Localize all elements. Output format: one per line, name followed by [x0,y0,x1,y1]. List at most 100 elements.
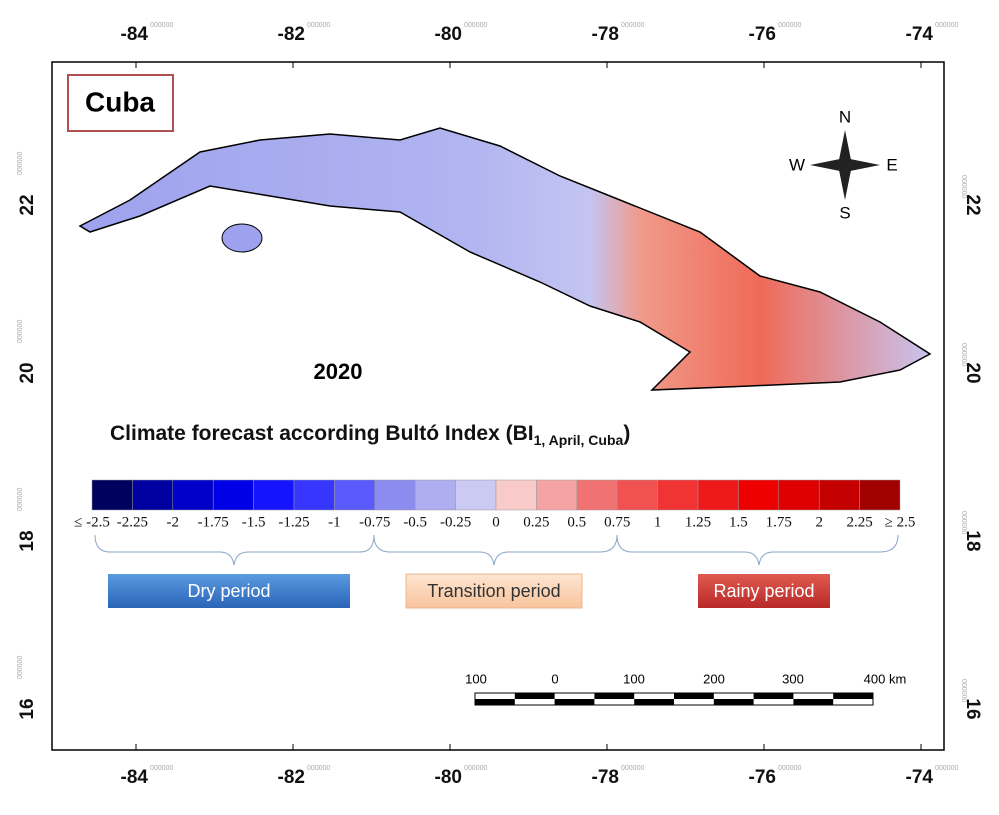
longitude-label: -80 [435,24,462,45]
colorbar-label: -0.75 [359,514,390,530]
latitude-suffix: 000000 [960,679,967,702]
latitude-suffix: 000000 [960,511,967,534]
latitude-suffix: 000000 [17,656,24,679]
colorbar-swatch [253,479,295,511]
caption-main: Climate forecast according Bultó Index (… [110,422,534,445]
colorbar-swatch [495,479,537,511]
colorbar-label: 1 [654,514,662,530]
compass-e: E [886,155,897,174]
colorbar-swatch [91,479,133,511]
latitude-suffix: 000000 [17,152,24,175]
latitude-suffix: 000000 [960,175,967,198]
scale-segment [713,699,754,705]
latitude-suffix: 000000 [17,488,24,511]
compass: N S E W [789,107,898,222]
scale-label: 200 [703,671,725,686]
latitude-label: 20 [17,362,38,383]
transition-box [405,573,583,609]
colorbar-swatch [374,479,416,511]
latitude-label: 18 [17,530,38,551]
latitude-label: 16 [962,698,983,719]
colorbar-label: 1.5 [729,514,748,530]
latitude-label: 18 [962,530,983,551]
longitude-label: -82 [278,767,305,788]
colorbar-label: 2 [815,514,823,530]
colorbar-swatch [738,479,780,511]
colorbar-swatch [212,479,254,511]
colorbar-label: ≥ 2.5 [885,514,916,530]
longitude-suffix: 000000 [621,765,644,772]
colorbar-label: 0 [492,514,500,530]
caption-sub: 1, April, Cuba [534,432,624,448]
longitude-label: -82 [278,24,305,45]
isla-de-la-juventud [221,223,263,253]
map-title: Cuba [85,86,155,117]
longitude-suffix: 000000 [464,765,487,772]
colorbar-swatch [657,479,699,511]
longitude-label: -74 [906,24,934,45]
rainy-box [698,574,830,608]
compass-w: W [789,155,805,174]
colorbar-swatch [616,479,658,511]
colorbar-label: 0.75 [604,514,630,530]
colorbar-swatch [859,479,901,511]
scale-label: 300 [782,671,804,686]
longitude-label: -84 [121,24,149,45]
longitude-label: -84 [121,767,149,788]
colorbar-swatch [778,479,820,511]
cuba-main-island [78,127,932,391]
period-label: Rainy period [713,581,814,601]
longitude-suffix: 000000 [935,765,958,772]
colorbar-label: -2 [167,514,180,530]
longitude-suffix: 000000 [307,765,330,772]
longitude-label: -74 [906,767,934,788]
longitude-label: -76 [749,24,776,45]
colorbar-swatch [536,479,578,511]
period-label: Transition period [427,581,560,601]
scale-label: 0 [551,671,558,686]
scale-segment [594,693,635,699]
colorbar-label: 0.5 [567,514,586,530]
period-braces [94,534,899,566]
colorbar-label: -1.5 [242,514,266,530]
scale-label: 100 [465,671,487,686]
scale-segment [475,699,515,705]
scale-segment [793,699,834,705]
colorbar-label: -1 [328,514,341,530]
longitude-suffix: 000000 [778,22,801,29]
colorbar-label: -0.5 [403,514,427,530]
latitude-label: 22 [17,194,38,215]
longitude-label: -80 [435,767,462,788]
longitude-suffix: 000000 [464,22,487,29]
colorbar-label: ≤ -2.5 [74,514,110,530]
compass-s: S [839,203,850,222]
longitude-suffix: 000000 [150,765,173,772]
latitude-suffix: 000000 [17,320,24,343]
longitude-suffix: 000000 [307,22,330,29]
period-label: Dry period [187,581,270,601]
scale-segment [833,693,873,699]
scale-label: 400 km [864,671,907,686]
colorbar-label: -2.25 [117,514,148,530]
colorbar-label: -1.75 [198,514,229,530]
colorbar-swatch [132,479,174,511]
colorbar-label: 0.25 [523,514,549,530]
caption-end: ) [623,422,630,445]
longitude-suffix: 000000 [150,22,173,29]
year-label: 2020 [314,359,363,384]
colorbar-swatch [172,479,214,511]
latitude-label: 16 [17,698,38,719]
colorbar-label: -0.25 [440,514,471,530]
latitude-suffix: 000000 [960,343,967,366]
colorbar-label: 1.75 [766,514,792,530]
colorbar-swatch [414,479,456,511]
colorbar-label: 1.25 [685,514,711,530]
colorbar-label: 2.25 [846,514,872,530]
colorbar-swatch [455,479,497,511]
longitude-label: -76 [749,767,776,788]
colorbar-swatch [697,479,739,511]
colorbar-swatch [576,479,618,511]
longitude-label: -78 [592,24,619,45]
scale-segment [674,693,714,699]
scale-segment [753,693,794,699]
